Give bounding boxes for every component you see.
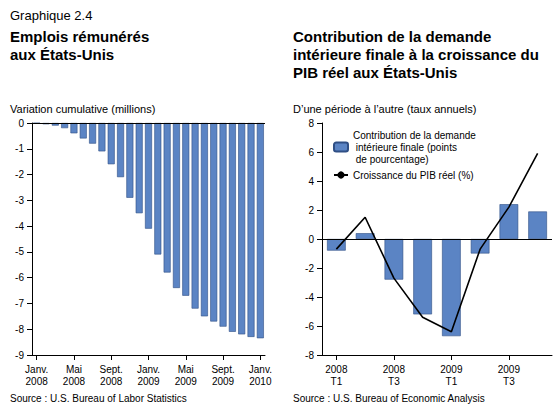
svg-text:-2: -2 <box>305 263 314 274</box>
svg-text:Source : U.S. Bureau of Econom: Source : U.S. Bureau of Economic Analysi… <box>293 393 485 404</box>
svg-text:0: 0 <box>18 118 24 129</box>
svg-text:intérieure finale à la croissa: intérieure finale à la croissance du <box>293 46 543 63</box>
svg-text:-4: -4 <box>305 292 314 303</box>
svg-text:-3: -3 <box>15 195 24 206</box>
svg-text:-7: -7 <box>15 298 24 309</box>
svg-text:-6: -6 <box>305 321 314 332</box>
svg-text:8: 8 <box>308 118 314 129</box>
svg-text:-8: -8 <box>305 350 314 361</box>
svg-text:2: 2 <box>308 205 314 216</box>
svg-text:T1: T1 <box>446 376 458 387</box>
svg-text:Croissance du PIB réel (%): Croissance du PIB réel (%) <box>353 170 474 181</box>
svg-text:Mai: Mai <box>66 364 82 375</box>
svg-text:Contribution de la demande: Contribution de la demande <box>353 130 476 141</box>
svg-text:T1: T1 <box>331 376 343 387</box>
svg-text:6: 6 <box>308 147 314 158</box>
svg-text:Emplois rémunérés: Emplois rémunérés <box>10 28 153 45</box>
svg-text:-8: -8 <box>15 324 24 335</box>
svg-text:Graphique 2.4: Graphique 2.4 <box>10 8 92 23</box>
svg-text:2008: 2008 <box>63 376 86 387</box>
svg-text:-1: -1 <box>15 143 24 154</box>
svg-text:Contribution de la demande: Contribution de la demande <box>293 28 496 45</box>
svg-text:-9: -9 <box>15 350 24 361</box>
svg-text:-4: -4 <box>15 221 24 232</box>
svg-text:PIB réel aux États-Unis: PIB réel aux États-Unis <box>293 64 457 81</box>
svg-text:2009: 2009 <box>175 376 198 387</box>
svg-text:2008: 2008 <box>383 364 406 375</box>
svg-text:Janv.: Janv. <box>249 364 272 375</box>
svg-text:Sept.: Sept. <box>211 364 234 375</box>
svg-text:T3: T3 <box>503 376 515 387</box>
svg-text:2009: 2009 <box>137 376 160 387</box>
svg-text:Janv.: Janv. <box>25 364 48 375</box>
svg-text:Variation cumulative (millions: Variation cumulative (millions) <box>10 103 155 115</box>
svg-text:-5: -5 <box>15 246 24 257</box>
svg-text:2010: 2010 <box>249 376 272 387</box>
svg-text:Source : U.S. Bureau of Labor: Source : U.S. Bureau of Labor Statistics <box>10 393 187 404</box>
svg-text:de pourcentage): de pourcentage) <box>353 154 429 165</box>
svg-text:Mai: Mai <box>178 364 194 375</box>
svg-text:intérieure finale (points: intérieure finale (points <box>353 142 457 153</box>
svg-text:2008: 2008 <box>26 376 49 387</box>
svg-text:Janv.: Janv. <box>137 364 160 375</box>
svg-text:2009: 2009 <box>498 364 521 375</box>
svg-text:2009: 2009 <box>440 364 463 375</box>
svg-text:-6: -6 <box>15 272 24 283</box>
svg-text:2008: 2008 <box>100 376 123 387</box>
svg-text:D’une période à l’autre (taux: D’une période à l’autre (taux annuels) <box>293 103 476 115</box>
svg-text:0: 0 <box>308 234 314 245</box>
svg-text:2009: 2009 <box>212 376 235 387</box>
svg-text:T3: T3 <box>388 376 400 387</box>
svg-text:-2: -2 <box>15 169 24 180</box>
svg-text:Sept.: Sept. <box>100 364 123 375</box>
svg-text:4: 4 <box>308 176 314 187</box>
svg-text:2008: 2008 <box>325 364 348 375</box>
svg-text:aux États-Unis: aux États-Unis <box>10 46 114 63</box>
